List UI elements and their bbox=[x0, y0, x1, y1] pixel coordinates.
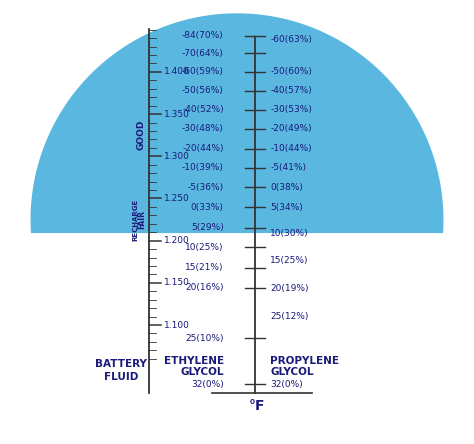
Text: 0(33%): 0(33%) bbox=[191, 203, 224, 212]
Ellipse shape bbox=[30, 13, 444, 426]
Text: RECHARGE: RECHARGE bbox=[132, 198, 138, 241]
Text: 1.100: 1.100 bbox=[164, 321, 190, 329]
Text: 1.200: 1.200 bbox=[164, 236, 190, 245]
Text: -60(63%): -60(63%) bbox=[270, 36, 312, 44]
Text: 20(16%): 20(16%) bbox=[185, 283, 224, 292]
Text: -10(44%): -10(44%) bbox=[270, 144, 312, 153]
Text: -5(41%): -5(41%) bbox=[270, 163, 306, 172]
Text: -30(53%): -30(53%) bbox=[270, 105, 312, 114]
Text: 5(29%): 5(29%) bbox=[191, 223, 224, 232]
Text: -5(36%): -5(36%) bbox=[188, 183, 224, 192]
Text: -50(60%): -50(60%) bbox=[270, 67, 312, 76]
Text: PROPYLENE: PROPYLENE bbox=[270, 356, 339, 365]
Text: 1.150: 1.150 bbox=[164, 278, 190, 287]
Text: GOOD: GOOD bbox=[137, 120, 145, 151]
Text: 20(19%): 20(19%) bbox=[270, 284, 309, 293]
Text: 15(25%): 15(25%) bbox=[270, 256, 309, 265]
Text: 32(0%): 32(0%) bbox=[270, 380, 303, 388]
Text: °F: °F bbox=[249, 399, 265, 413]
Text: -60(59%): -60(59%) bbox=[182, 67, 224, 76]
Text: -84(70%): -84(70%) bbox=[182, 31, 224, 40]
Text: 32(0%): 32(0%) bbox=[191, 380, 224, 388]
Text: 25(12%): 25(12%) bbox=[270, 312, 309, 321]
Text: -10(39%): -10(39%) bbox=[182, 163, 224, 172]
Text: GLYCOL: GLYCOL bbox=[270, 367, 314, 377]
Text: 0(38%): 0(38%) bbox=[270, 183, 303, 192]
Text: BATTERY
FLUID: BATTERY FLUID bbox=[95, 359, 147, 382]
Text: 15(21%): 15(21%) bbox=[185, 263, 224, 272]
Text: 10(25%): 10(25%) bbox=[185, 243, 224, 252]
Text: -20(49%): -20(49%) bbox=[270, 124, 312, 133]
Text: 5(34%): 5(34%) bbox=[270, 203, 303, 212]
Text: 1.400: 1.400 bbox=[164, 67, 190, 76]
Polygon shape bbox=[30, 13, 444, 233]
Text: 1.350: 1.350 bbox=[164, 110, 190, 119]
Text: -30(48%): -30(48%) bbox=[182, 124, 224, 133]
Text: -70(64%): -70(64%) bbox=[182, 49, 224, 58]
Text: 10(30%): 10(30%) bbox=[270, 229, 309, 238]
Text: 1.250: 1.250 bbox=[164, 194, 190, 203]
Text: 25(10%): 25(10%) bbox=[185, 334, 224, 343]
Text: -40(52%): -40(52%) bbox=[182, 105, 224, 114]
Text: ETHYLENE: ETHYLENE bbox=[164, 356, 224, 365]
Text: FAIR: FAIR bbox=[137, 210, 146, 229]
Text: 1.300: 1.300 bbox=[164, 152, 190, 161]
Text: -40(57%): -40(57%) bbox=[270, 86, 312, 95]
Text: GLYCOL: GLYCOL bbox=[180, 367, 224, 377]
Text: -20(44%): -20(44%) bbox=[182, 144, 224, 153]
Text: -50(56%): -50(56%) bbox=[182, 86, 224, 95]
